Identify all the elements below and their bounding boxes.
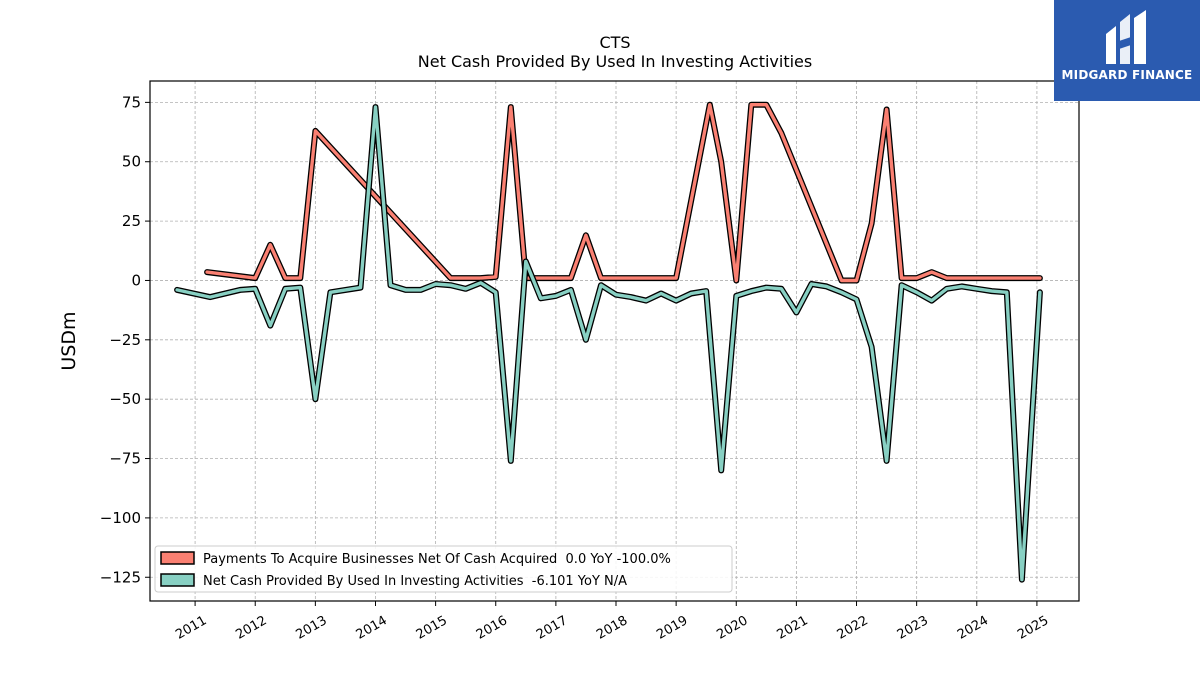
series-line-investing [175,105,1042,582]
legend: Payments To Acquire Businesses Net Of Ca… [154,545,733,593]
x-tick-label: 2020 [714,613,750,643]
y-axis: 75 50 25 0 −25 −50 −75 −100 −125 [100,93,150,586]
x-tick-label: 2022 [835,613,871,643]
grid [150,81,1079,601]
y-tick-label: 50 [122,153,141,171]
legend-box [154,545,733,593]
y-tick-label: −100 [100,509,141,527]
x-tick-label: 2021 [775,613,811,643]
y-tick-label: −75 [109,450,141,468]
x-tick-label: 2013 [294,613,330,643]
chart-title: CTS [599,33,630,52]
legend-swatch-acquisitions [160,551,195,565]
x-axis: 2011 2012 2013 2014 2015 2016 2017 2018 2019 2020… [173,601,1051,643]
legend-label-acquisitions: Payments To Acquire Businesses Net Of Ca… [203,552,671,567]
y-tick-label: −125 [100,568,141,586]
y-axis-label: USDm [58,311,80,370]
x-tick-label: 2012 [233,613,269,643]
legend-swatch-investing [160,573,195,587]
series-outline-acquisitions [204,101,1043,284]
logo-mark-icon [1106,10,1146,64]
series-layer [174,101,1043,583]
logo-text: MIDGARD FINANCE [1061,68,1193,82]
series-line-acquisitions [205,102,1042,283]
y-tick-label: 0 [131,271,141,289]
x-tick-label: 2019 [654,613,690,643]
x-tick-label: 2014 [354,613,390,643]
chart-subtitle: Net Cash Provided By Used In Investing A… [418,52,812,71]
x-tick-label: 2023 [895,613,931,643]
x-tick-label: 2017 [534,613,570,643]
legend-label-investing: Net Cash Provided By Used In Investing A… [203,574,627,589]
y-tick-label: −25 [109,331,141,349]
x-tick-label: 2016 [474,613,510,643]
x-tick-label: 2018 [594,613,630,643]
x-tick-label: 2025 [1015,613,1051,643]
plot-area-frame [149,80,1080,602]
y-tick-label: 75 [122,93,141,111]
x-tick-label: 2024 [955,613,991,643]
x-tick-label: 2015 [414,613,450,643]
y-tick-label: 25 [122,212,141,230]
y-tick-label: −50 [109,390,141,408]
brand-logo: MIDGARD FINANCE [1054,0,1200,101]
x-tick-label: 2011 [173,613,209,643]
